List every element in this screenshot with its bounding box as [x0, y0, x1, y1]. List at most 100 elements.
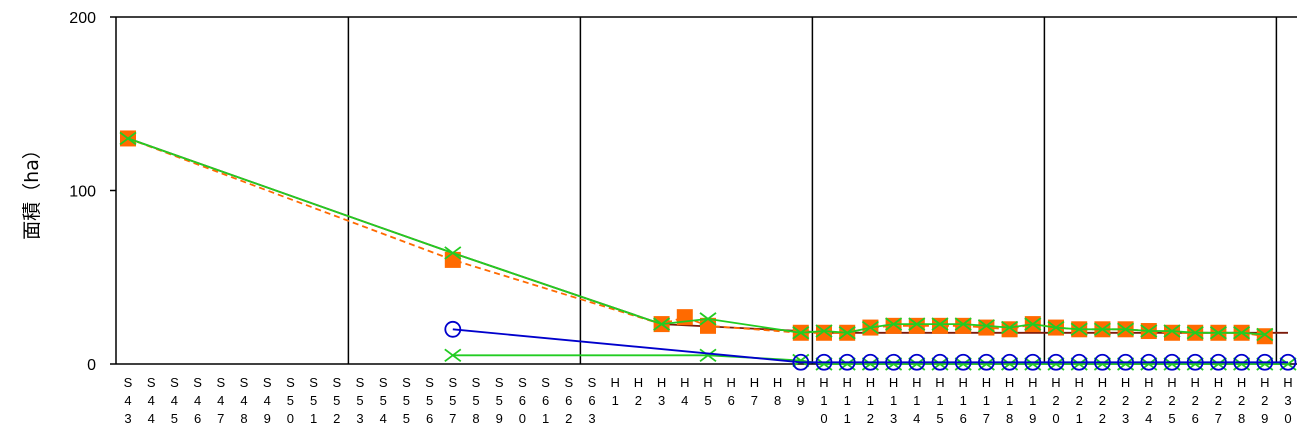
circle-marker — [1047, 353, 1065, 371]
x-marker — [1117, 322, 1135, 337]
circle-marker — [1279, 353, 1297, 371]
x-marker — [815, 324, 833, 338]
series-group — [119, 130, 1297, 371]
series-1 — [127, 137, 1288, 334]
y-tick-label: 100 — [69, 184, 96, 201]
circle-marker — [1210, 353, 1227, 371]
circle-marker — [954, 353, 972, 371]
x-marker — [699, 348, 717, 363]
circle-marker — [1094, 353, 1111, 371]
x-marker — [885, 317, 903, 331]
circle-marker — [1070, 353, 1088, 371]
x-tick-labels: S 4 3 S 4 4 S 4 5 S 4 6 S 4 7 S 4 8 S 4 9 S 5 0 S 5 1 S 5 2 S 5 3 S 5 4 S 5 5 S… — [124, 375, 1293, 426]
circle-marker — [978, 353, 995, 371]
circle-marker — [1186, 353, 1204, 371]
y-tick-labels: 0 100 200 — [69, 10, 116, 374]
x-marker — [1070, 322, 1088, 337]
x-marker — [954, 317, 972, 331]
x-marker — [1093, 322, 1111, 337]
series-line — [127, 137, 1265, 336]
series-2 — [120, 130, 1273, 345]
x-marker — [931, 317, 949, 331]
circle-marker — [1233, 353, 1250, 371]
circle-marker — [908, 353, 926, 371]
series-5 — [444, 320, 1297, 371]
x-marker — [838, 326, 856, 340]
axes — [115, 16, 1297, 365]
x-marker — [699, 312, 717, 326]
x-marker — [444, 246, 462, 260]
circle-marker — [838, 353, 856, 371]
x-marker — [1001, 320, 1019, 335]
circle-marker — [792, 353, 810, 371]
circle-marker — [444, 320, 462, 338]
series-line — [127, 137, 1288, 334]
gridlines — [347, 17, 1278, 364]
x-marker — [908, 317, 926, 331]
x-marker — [653, 317, 671, 331]
x-marker — [1163, 324, 1181, 338]
circle-marker — [1256, 353, 1274, 371]
circle-marker — [1001, 353, 1018, 371]
y-tick-label: 0 — [87, 357, 96, 374]
circle-marker — [1163, 353, 1181, 371]
x-marker — [1024, 317, 1042, 331]
series-4 — [444, 348, 1297, 371]
x-marker — [1186, 326, 1204, 340]
x-marker — [444, 348, 462, 363]
x-marker — [977, 319, 995, 333]
circle-marker — [1140, 353, 1158, 371]
x-marker — [1209, 326, 1227, 340]
y-tick-label: 200 — [69, 10, 96, 27]
circle-marker — [1024, 353, 1042, 371]
y-axis-label: 面積（ha） — [21, 140, 43, 240]
series-3 — [119, 131, 1274, 342]
circle-marker — [931, 353, 949, 371]
circle-marker — [815, 353, 833, 371]
circle-marker — [885, 353, 902, 371]
